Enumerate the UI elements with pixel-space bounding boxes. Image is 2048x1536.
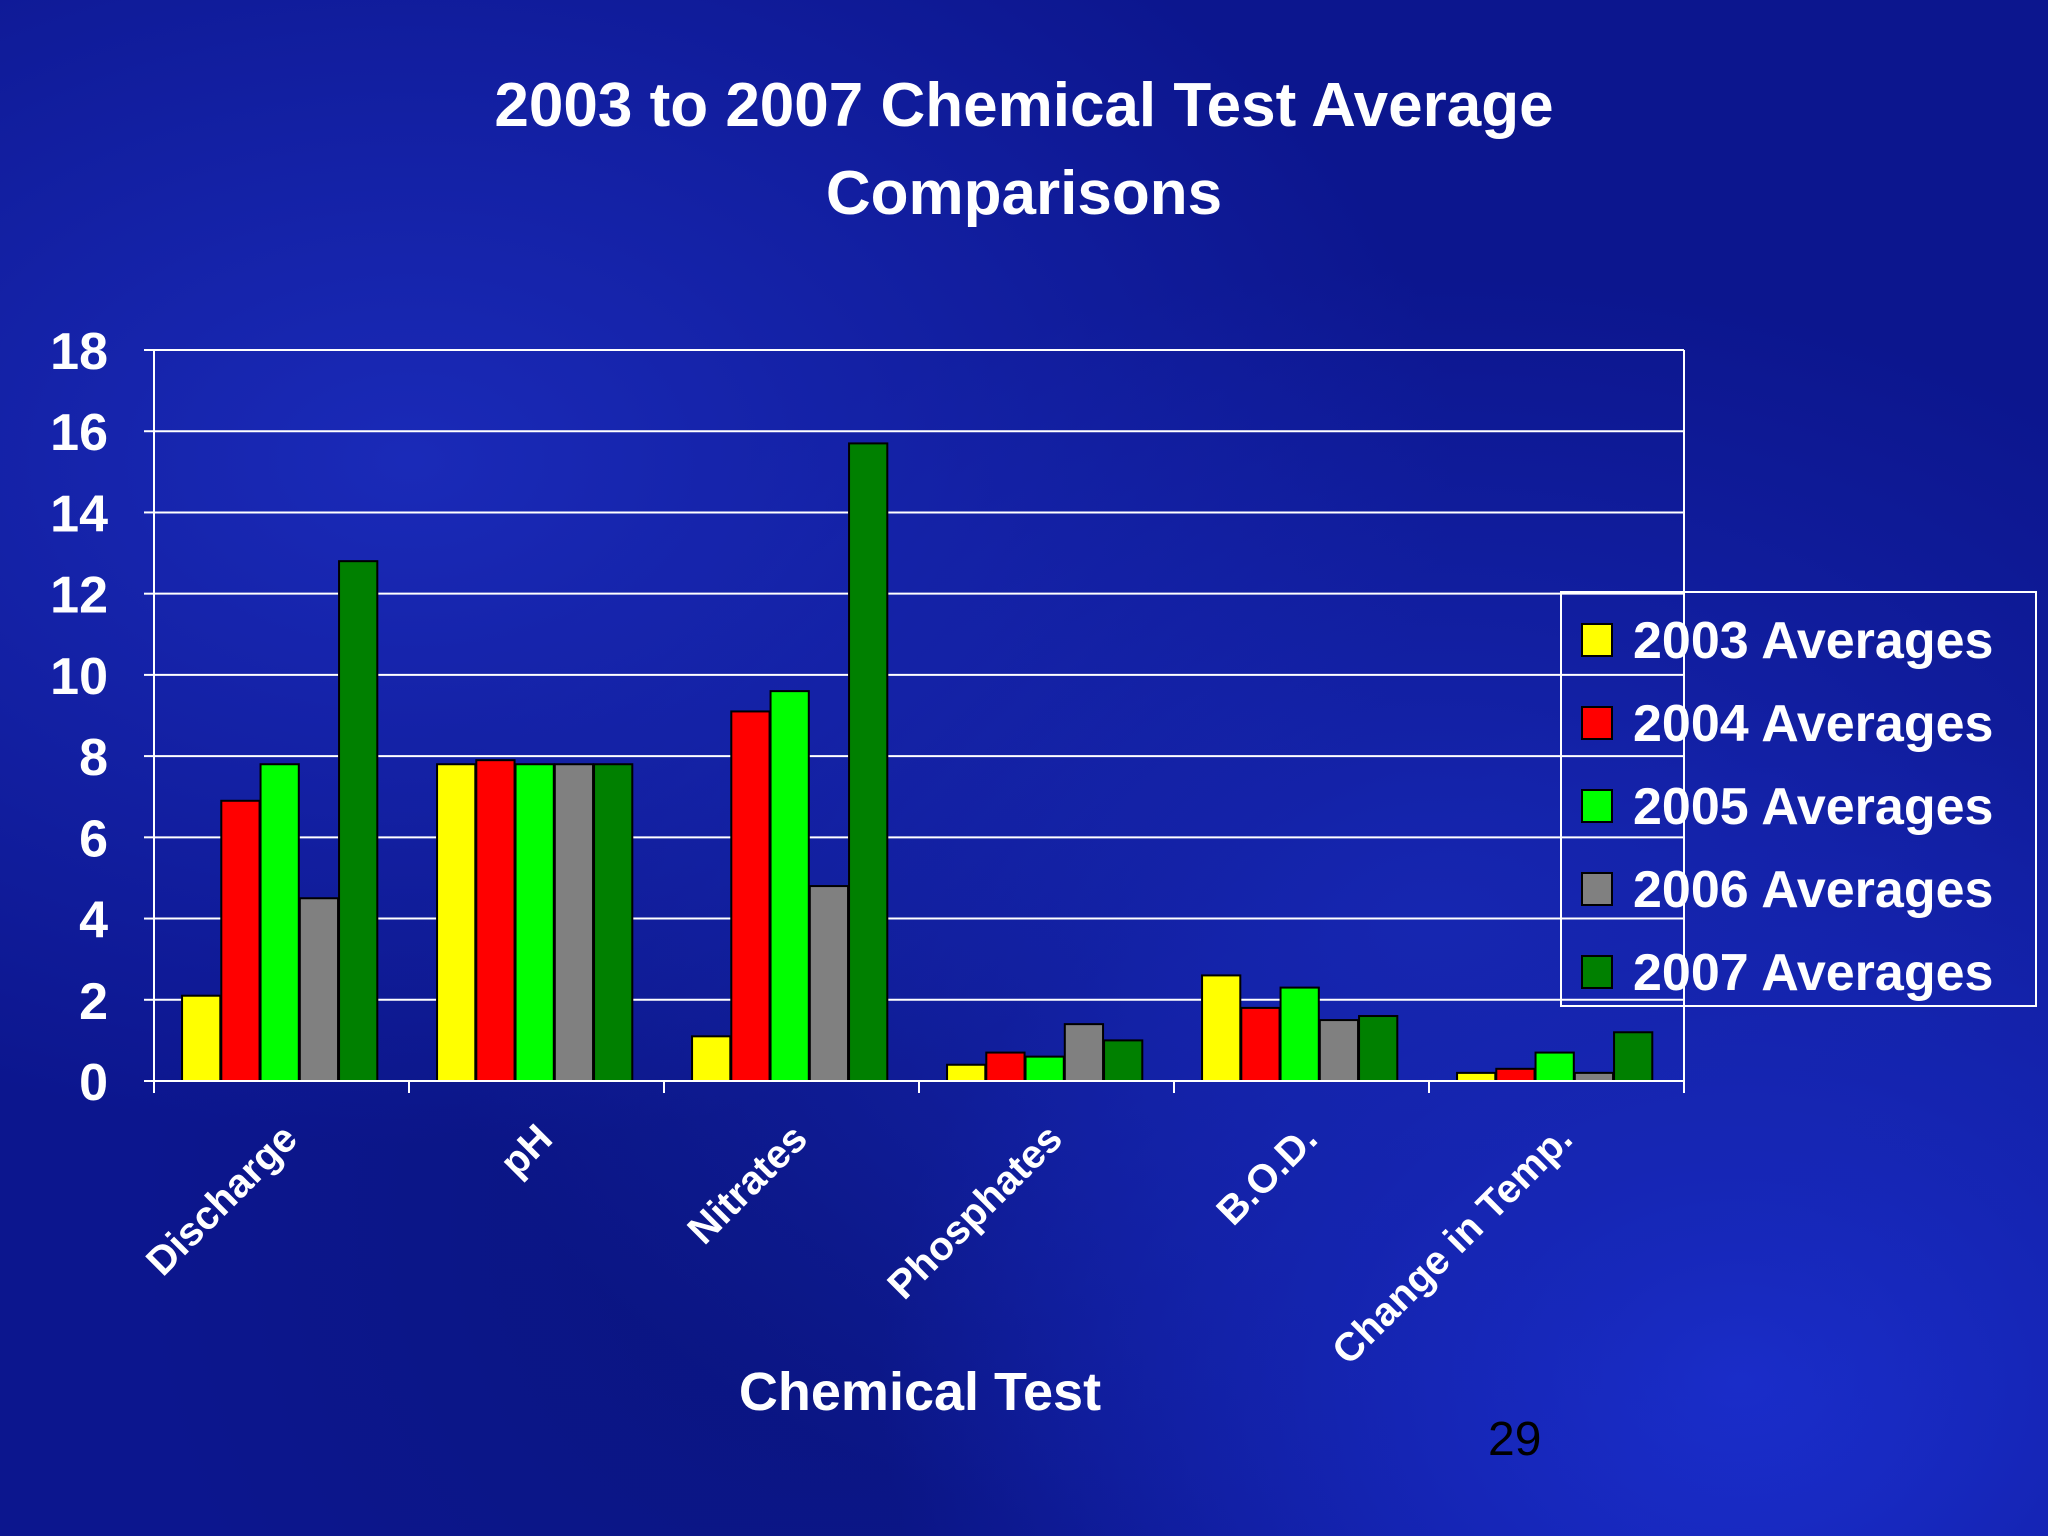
legend-swatch-3 bbox=[1581, 789, 1613, 823]
x-axis-title: Chemical Test bbox=[739, 1362, 1101, 1422]
legend-label-3: 2005 Averages bbox=[1633, 778, 1993, 836]
y-tick-label-12: 12 bbox=[50, 567, 108, 625]
y-tick-label-18: 18 bbox=[50, 323, 108, 381]
bar-phosphates-series-3 bbox=[1024, 1055, 1065, 1082]
y-tick-label-14: 14 bbox=[50, 485, 108, 543]
x-tick-labels: Discharge pH Nitrates Phosphates B.O.D.Chang… bbox=[138, 1116, 1581, 1373]
bar-discharge-series-1 bbox=[181, 994, 222, 1083]
bar-change-in-temp--series-2 bbox=[1495, 1067, 1536, 1082]
x-tick-label-discharge: Discharge bbox=[138, 1116, 306, 1284]
bars bbox=[181, 442, 1654, 1083]
bar-b-o-d--series-3 bbox=[1279, 986, 1320, 1082]
legend-label-1: 2003 Averages bbox=[1633, 612, 1993, 670]
bar-phosphates-series-1 bbox=[946, 1063, 987, 1083]
x-tick-label-phosphates: Phosphates bbox=[879, 1116, 1070, 1307]
legend-label-5: 2007 Averages bbox=[1633, 944, 1993, 1002]
bar-b-o-d--series-2 bbox=[1240, 1006, 1281, 1083]
bar-nitrates-series-2 bbox=[730, 710, 771, 1082]
bar-b-o-d--series-5 bbox=[1358, 1015, 1399, 1082]
y-tick-label-6: 6 bbox=[79, 810, 108, 868]
bar-ph-series-5 bbox=[593, 763, 634, 1082]
bar-phosphates-series-2 bbox=[985, 1051, 1026, 1083]
legend-label-4: 2006 Averages bbox=[1633, 861, 1993, 919]
legend-label-2: 2004 Averages bbox=[1633, 695, 1993, 753]
chart-title: 2003 to 2007 Chemical Test Average Compa… bbox=[0, 62, 2048, 238]
bar-discharge-series-2 bbox=[220, 799, 261, 1082]
bar-b-o-d--series-4 bbox=[1318, 1019, 1360, 1082]
y-tick-label-10: 10 bbox=[50, 648, 108, 706]
y-tick-label-16: 16 bbox=[50, 404, 108, 462]
legend-swatch-4 bbox=[1581, 872, 1613, 906]
bar-ph-series-1 bbox=[436, 763, 477, 1082]
bar-change-in-temp--series-4 bbox=[1573, 1071, 1615, 1083]
y-tick-label-4: 4 bbox=[79, 892, 108, 950]
x-tick-label-ph: pH bbox=[492, 1116, 561, 1185]
y-tick-label-8: 8 bbox=[79, 729, 108, 787]
x-tick-label-change-in-temp-: Change in Temp. bbox=[1324, 1116, 1581, 1373]
bar-phosphates-series-5 bbox=[1103, 1039, 1144, 1083]
bar-b-o-d--series-1 bbox=[1201, 974, 1242, 1083]
legend-swatch-1 bbox=[1581, 623, 1613, 657]
bar-change-in-temp--series-5 bbox=[1613, 1031, 1654, 1083]
bar-discharge-series-4 bbox=[298, 897, 340, 1082]
bar-nitrates-series-4 bbox=[808, 885, 850, 1082]
page-number: 29 bbox=[1488, 1413, 1542, 1466]
gridlines bbox=[154, 349, 1685, 1081]
y-tick-label-2: 2 bbox=[79, 973, 108, 1031]
legend-box bbox=[1560, 591, 2037, 1007]
bar-change-in-temp--series-3 bbox=[1534, 1051, 1575, 1083]
legend-swatch-2 bbox=[1581, 706, 1613, 740]
chart-title-line-2: Comparisons bbox=[825, 159, 1223, 228]
bar-nitrates-series-3 bbox=[769, 690, 810, 1083]
chart-title-line-1: 2003 to 2007 Chemical Test Average bbox=[494, 71, 1554, 140]
bar-phosphates-series-4 bbox=[1063, 1023, 1105, 1082]
bar-ph-series-4 bbox=[553, 763, 595, 1082]
bar-nitrates-series-5 bbox=[848, 442, 889, 1082]
bar-ph-series-3 bbox=[514, 763, 555, 1082]
bar-nitrates-series-1 bbox=[691, 1035, 732, 1082]
y-tick-labels: 0 2 4 6 8 10 12 14 16 18 bbox=[50, 323, 108, 1112]
x-tick-label-b-o-d-: B.O.D. bbox=[1208, 1116, 1326, 1234]
legend: 2003 Averages 2004 Averages 2005 Averages 2… bbox=[1560, 591, 2037, 1007]
legend-swatch-5 bbox=[1581, 955, 1613, 989]
axes bbox=[144, 349, 1685, 1093]
bar-discharge-series-3 bbox=[259, 763, 300, 1082]
bar-ph-series-2 bbox=[475, 759, 516, 1083]
bar-discharge-series-5 bbox=[338, 560, 379, 1082]
x-tick-label-nitrates: Nitrates bbox=[679, 1116, 815, 1252]
bar-change-in-temp--series-1 bbox=[1456, 1071, 1497, 1083]
y-tick-label-0: 0 bbox=[79, 1054, 108, 1112]
